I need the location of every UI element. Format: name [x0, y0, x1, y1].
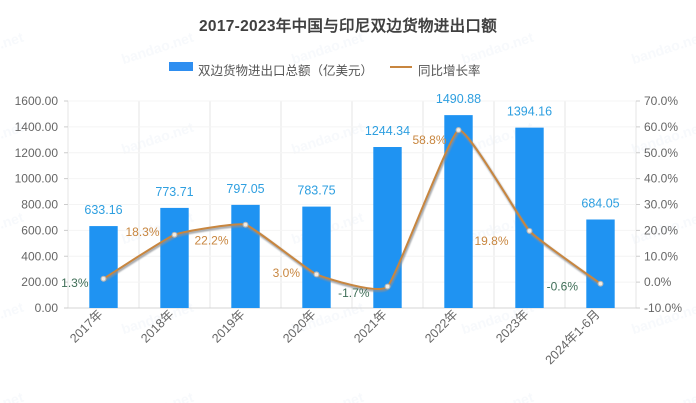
svg-text:3.0%: 3.0%	[273, 266, 301, 280]
svg-text:50.0%: 50.0%	[644, 146, 678, 160]
svg-text:2024年1-6月: 2024年1-6月	[543, 307, 603, 367]
svg-text:800.00: 800.00	[21, 198, 58, 212]
svg-text:773.71: 773.71	[155, 185, 193, 199]
svg-text:1000.00: 1000.00	[15, 172, 59, 186]
svg-text:1.3%: 1.3%	[61, 276, 89, 290]
svg-text:2018年: 2018年	[138, 307, 176, 345]
svg-text:58.8%: 58.8%	[412, 133, 446, 147]
svg-text:2020年: 2020年	[280, 307, 318, 345]
svg-text:783.75: 783.75	[297, 184, 335, 198]
svg-text:40.0%: 40.0%	[644, 172, 678, 186]
svg-text:2022年: 2022年	[422, 307, 460, 345]
svg-text:2021年: 2021年	[351, 307, 389, 345]
svg-text:1244.34: 1244.34	[365, 124, 410, 138]
svg-text:2019年: 2019年	[209, 307, 247, 345]
svg-text:-1.7%: -1.7%	[338, 286, 370, 300]
svg-text:10.0%: 10.0%	[644, 249, 678, 263]
svg-text:1200.00: 1200.00	[15, 146, 59, 160]
svg-text:60.0%: 60.0%	[644, 120, 678, 134]
svg-text:2023年: 2023年	[493, 307, 531, 345]
svg-text:18.3%: 18.3%	[125, 225, 159, 239]
svg-text:22.2%: 22.2%	[194, 233, 228, 247]
svg-text:200.00: 200.00	[21, 275, 58, 289]
svg-text:20.0%: 20.0%	[644, 223, 678, 237]
svg-text:2017年: 2017年	[67, 307, 105, 345]
svg-text:1490.88: 1490.88	[436, 92, 481, 106]
svg-text:684.05: 684.05	[581, 197, 619, 211]
svg-text:1600.00: 1600.00	[15, 94, 59, 108]
svg-text:-10.0%: -10.0%	[644, 301, 682, 315]
svg-text:400.00: 400.00	[21, 249, 58, 263]
svg-text:0.00: 0.00	[35, 301, 59, 315]
svg-text:70.0%: 70.0%	[644, 94, 678, 108]
svg-text:30.0%: 30.0%	[644, 198, 678, 212]
svg-text:1400.00: 1400.00	[15, 120, 59, 134]
svg-text:633.16: 633.16	[84, 203, 122, 217]
svg-text:-0.6%: -0.6%	[547, 279, 579, 293]
svg-text:0.0%: 0.0%	[644, 275, 672, 289]
svg-text:1394.16: 1394.16	[507, 105, 552, 119]
svg-text:600.00: 600.00	[21, 223, 58, 237]
svg-text:797.05: 797.05	[226, 182, 264, 196]
svg-text:19.8%: 19.8%	[474, 234, 508, 248]
